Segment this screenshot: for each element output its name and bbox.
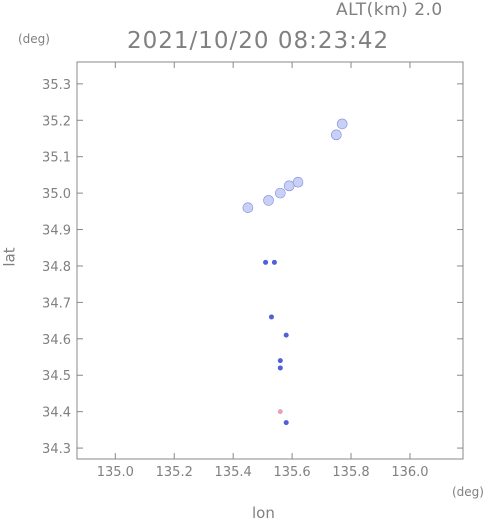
echo-point [283,332,289,338]
x-tick-label: 136.0 [391,465,428,480]
y-tick-label: 34.9 [42,224,71,239]
y-axis-ticks: 34.3 34.4 34.5 34.6 34.7 34.8 34.9 35.0 35.1 35.2… [42,78,463,457]
x-tick-label: 135.8 [332,465,369,480]
echo-markers [242,118,348,426]
altitude-label: ALT(km) 2.0 [336,0,443,20]
echo-point [277,358,283,364]
plot-frame [76,61,464,460]
echo-point [330,129,342,141]
echo-point [277,365,283,371]
echo-point [292,176,304,188]
y-tick-label: 35.2 [42,114,71,129]
y-tick: 35.0 [42,187,463,202]
y-tick-label: 35.0 [42,187,71,202]
echo-point [275,187,286,199]
y-tick: 34.9 [42,224,463,239]
x-axis-label: lon [252,504,275,522]
y-tick: 35.2 [42,114,463,129]
x-tick: 135.4 [215,62,252,480]
echo-point [283,180,295,192]
x-tick: 135.0 [97,62,134,480]
y-tick: 35.1 [42,151,463,166]
x-tick: 135.8 [332,62,370,480]
echo-point [283,420,289,426]
x-axis-unit: (deg) [452,485,484,499]
x-tick-label: 135.4 [215,465,252,480]
y-tick: 34.8 [42,260,463,275]
y-tick-label: 34.3 [42,442,71,457]
y-tick-label: 34.8 [42,260,71,275]
x-axis-ticks: 135.0 135.2 135.4 135.6 135.8 136.0 [97,62,429,480]
timestamp-title: 2021/10/20 08:23:42 [127,28,390,54]
echo-point [268,314,274,320]
echo-point [271,259,277,265]
y-tick: 34.5 [42,369,463,384]
y-tick-label: 35.3 [42,78,71,93]
y-tick-label: 34.5 [42,369,71,384]
echo-point [242,202,254,213]
y-tick-label: 34.6 [42,333,71,348]
echo-point [263,259,269,265]
y-tick: 34.4 [42,406,463,421]
x-tick: 135.6 [273,62,311,480]
y-tick-label: 34.7 [42,296,71,311]
x-tick-label: 135.6 [273,465,310,480]
echo-point [277,409,283,415]
x-tick: 135.2 [156,62,193,480]
x-tick: 136.0 [391,62,429,480]
x-tick-label: 135.0 [97,465,134,480]
echo-point [263,195,274,206]
y-tick: 35.3 [42,78,463,93]
y-axis-unit: (deg) [18,32,50,46]
y-tick-label: 34.4 [42,406,71,421]
y-tick: 34.3 [42,442,463,457]
echo-point [336,118,348,130]
y-tick: 34.7 [42,296,463,311]
y-tick-label: 35.1 [42,151,71,166]
y-tick: 34.6 [42,333,463,348]
x-tick-label: 135.2 [156,465,193,480]
